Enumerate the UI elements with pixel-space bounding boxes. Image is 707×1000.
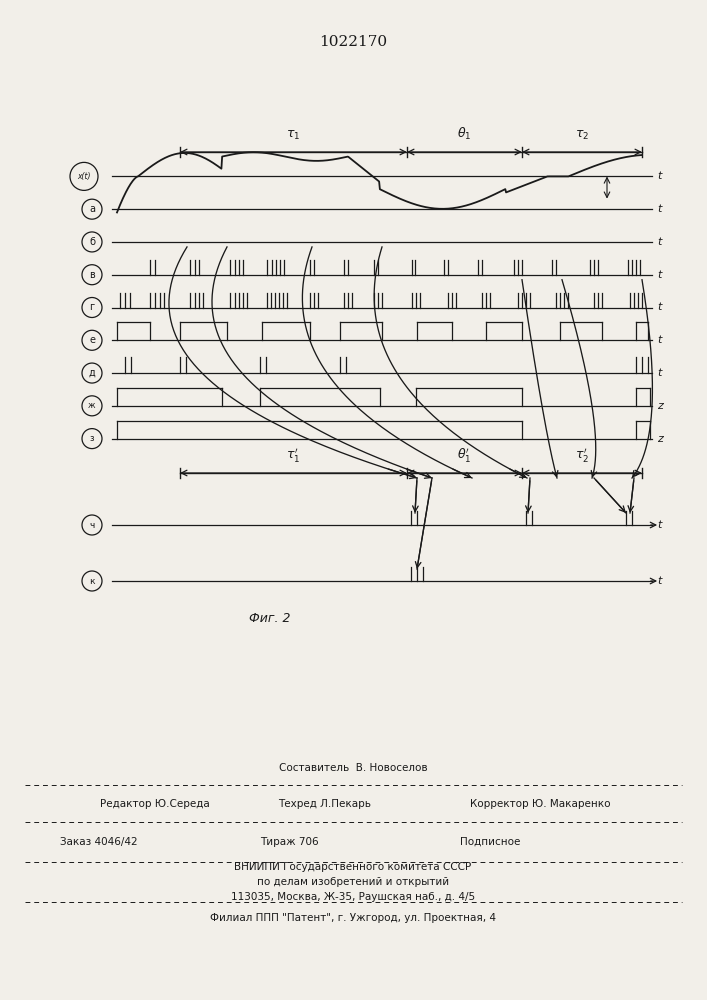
Text: $\tau_1'$: $\tau_1'$	[286, 446, 300, 464]
Text: Подписное: Подписное	[460, 837, 520, 847]
Text: в: в	[89, 270, 95, 280]
Text: x(t): x(t)	[77, 172, 90, 181]
Text: Фиг. 2: Фиг. 2	[250, 612, 291, 626]
Text: д: д	[88, 368, 95, 378]
Text: t: t	[657, 204, 661, 214]
Text: Тираж 706: Тираж 706	[260, 837, 319, 847]
Text: t: t	[657, 237, 661, 247]
Text: ВНИИПИ Государственного комитета СССР: ВНИИПИ Государственного комитета СССР	[235, 862, 472, 872]
Text: t: t	[657, 335, 661, 345]
Text: Техред Л.Пекарь: Техред Л.Пекарь	[278, 799, 371, 809]
Text: $\tau_1$: $\tau_1$	[286, 129, 300, 142]
Text: Заказ 4046/42: Заказ 4046/42	[60, 837, 138, 847]
Text: t: t	[657, 302, 661, 312]
Text: ч: ч	[89, 520, 95, 530]
Text: t: t	[657, 368, 661, 378]
Text: t: t	[657, 171, 661, 181]
Text: t: t	[657, 270, 661, 280]
Text: $\tau_2$: $\tau_2$	[575, 129, 589, 142]
Text: Редактор Ю.Середа: Редактор Ю.Середа	[100, 799, 210, 809]
Text: з: з	[90, 434, 94, 443]
Text: $\theta_1$: $\theta_1$	[457, 126, 472, 142]
Text: по делам изобретений и открытий: по делам изобретений и открытий	[257, 877, 449, 887]
Text: $\tau_2'$: $\tau_2'$	[575, 446, 589, 464]
Text: z: z	[657, 434, 663, 444]
Text: Составитель  В. Новоселов: Составитель В. Новоселов	[279, 763, 427, 773]
Text: t: t	[657, 576, 661, 586]
Text: 113035, Москва, Ж-35, Раушская наб., д. 4/5: 113035, Москва, Ж-35, Раушская наб., д. …	[231, 892, 475, 902]
Text: г: г	[90, 302, 95, 312]
Text: t: t	[657, 520, 661, 530]
Text: 1022170: 1022170	[319, 35, 387, 49]
Text: ж: ж	[88, 401, 96, 410]
Text: Корректор Ю. Макаренко: Корректор Ю. Макаренко	[470, 799, 611, 809]
Text: Филиал ППП "Патент", г. Ужгород, ул. Проектная, 4: Филиал ППП "Патент", г. Ужгород, ул. Про…	[210, 913, 496, 923]
Text: $\theta_1'$: $\theta_1'$	[457, 446, 472, 464]
Text: а: а	[89, 204, 95, 214]
Text: z: z	[657, 401, 663, 411]
Text: е: е	[89, 335, 95, 345]
Text: б: б	[89, 237, 95, 247]
Text: к: к	[89, 576, 95, 585]
